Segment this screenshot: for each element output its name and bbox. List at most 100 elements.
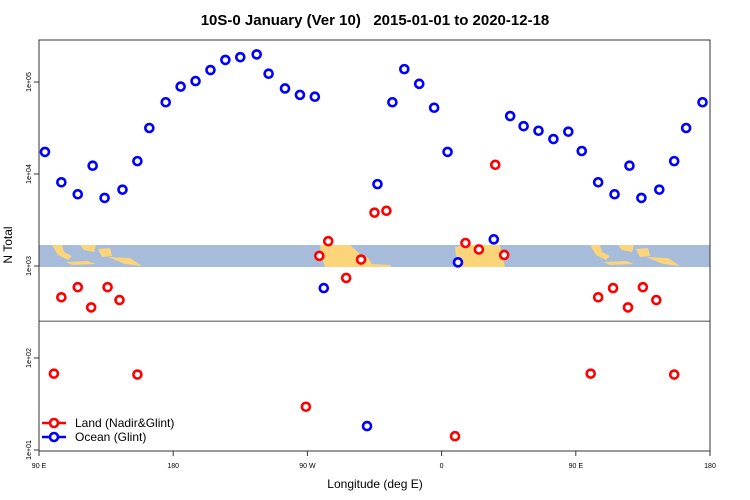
land-point xyxy=(460,237,471,249)
ocean-point xyxy=(372,178,383,190)
y-tick-label: 1e+03 xyxy=(26,256,33,276)
x-tick-label: 0 xyxy=(440,463,444,470)
land-point xyxy=(314,250,325,262)
ocean-point xyxy=(144,122,155,134)
legend-marker xyxy=(48,431,60,443)
data-points xyxy=(39,49,708,442)
land-point xyxy=(369,207,380,218)
x-tick-label: 90 E xyxy=(569,463,584,470)
land-point xyxy=(56,291,67,303)
y-tick-label: 1e+02 xyxy=(26,348,33,368)
ocean-point xyxy=(263,68,274,80)
land-shape xyxy=(618,245,634,252)
land-point xyxy=(607,282,619,294)
land-shape xyxy=(320,245,391,267)
ocean-point xyxy=(387,96,398,108)
land-shape xyxy=(66,261,96,265)
land-shape xyxy=(646,257,680,266)
land-shape xyxy=(636,248,650,257)
x-axis-label: Longitude (deg E) xyxy=(327,477,422,491)
land-point xyxy=(592,291,604,303)
land-point xyxy=(585,368,597,379)
legend: Land (Nadir&Glint)Ocean (Glint) xyxy=(42,416,174,444)
land-point xyxy=(668,369,680,380)
x-tick-label: 180 xyxy=(167,463,179,470)
ocean-band xyxy=(39,245,710,267)
land-shape xyxy=(604,261,634,265)
y-axis-label: N Total xyxy=(1,226,15,263)
ocean-point xyxy=(132,155,143,167)
ocean-point xyxy=(518,120,529,132)
land-point xyxy=(622,302,634,313)
ocean-point xyxy=(251,49,263,60)
land-shape xyxy=(98,248,112,257)
ocean-point xyxy=(609,188,620,200)
ocean-point xyxy=(205,64,216,76)
y-tick-label: 1e+05 xyxy=(26,72,33,92)
ocean-point xyxy=(309,91,321,103)
legend-label: Ocean (Glint) xyxy=(75,430,146,444)
ocean-point xyxy=(668,155,680,167)
ocean-point xyxy=(413,78,425,90)
ocean-point xyxy=(294,89,306,101)
plot-frame xyxy=(38,39,711,452)
map-strip xyxy=(39,245,710,267)
land-shape xyxy=(52,245,72,260)
x-axis: 90 E 180 90 W 0 90 E 180 xyxy=(32,451,716,470)
ocean-point xyxy=(190,75,201,87)
ocean-point xyxy=(56,176,67,188)
land-point xyxy=(114,294,125,306)
ocean-point xyxy=(279,83,291,94)
ocean-point xyxy=(160,96,172,108)
land-point xyxy=(72,281,84,293)
ocean-point xyxy=(428,102,440,114)
land-point xyxy=(322,235,334,247)
land-point xyxy=(48,368,60,379)
land-point xyxy=(132,369,143,380)
land-point xyxy=(340,272,352,284)
land-point xyxy=(473,244,485,255)
ocean-point xyxy=(680,122,692,134)
ocean-point xyxy=(533,125,544,137)
ocean-point xyxy=(563,126,574,137)
ocean-point xyxy=(87,160,98,172)
land-point xyxy=(637,281,649,293)
ocean-point xyxy=(697,96,708,108)
y-axis: 1e+05 1e+04 1e+03 1e+02 1e+01 xyxy=(26,72,39,460)
land-point xyxy=(102,281,113,293)
y-tick-label: 1e+04 xyxy=(26,164,33,184)
ocean-point xyxy=(504,110,516,122)
x-tick-label: 90 E xyxy=(32,463,47,470)
ocean-point xyxy=(488,234,500,245)
ocean-point xyxy=(576,145,588,157)
chart-title: 10S-0 January (Ver 10) 2015-01-01 to 202… xyxy=(201,12,550,29)
legend-label: Land (Nadir&Glint) xyxy=(75,416,174,430)
land-point xyxy=(498,249,510,261)
x-tick-label: 90 W xyxy=(299,463,316,470)
y-tick-label: 1e+01 xyxy=(26,440,33,460)
x-tick-label: 180 xyxy=(704,463,716,470)
land-shape xyxy=(455,245,505,267)
land-point xyxy=(381,205,392,217)
ocean-point xyxy=(175,81,186,92)
ocean-point xyxy=(39,146,51,158)
ocean-point xyxy=(442,146,453,158)
land-point xyxy=(651,294,662,306)
land-point xyxy=(85,302,97,313)
ocean-point xyxy=(592,176,604,188)
ocean-point xyxy=(624,160,635,172)
ocean-point xyxy=(636,192,647,204)
ocean-point xyxy=(399,63,410,75)
land-shape xyxy=(108,257,142,266)
ocean-point xyxy=(220,54,231,66)
ocean-point xyxy=(318,282,330,294)
ocean-point xyxy=(99,192,110,204)
ocean-point xyxy=(361,420,373,432)
ocean-point xyxy=(72,188,84,200)
ocean-point xyxy=(117,184,128,195)
land-shape xyxy=(590,245,610,260)
ocean-point xyxy=(235,51,246,63)
land-point xyxy=(489,159,501,171)
ocean-point xyxy=(548,133,559,145)
